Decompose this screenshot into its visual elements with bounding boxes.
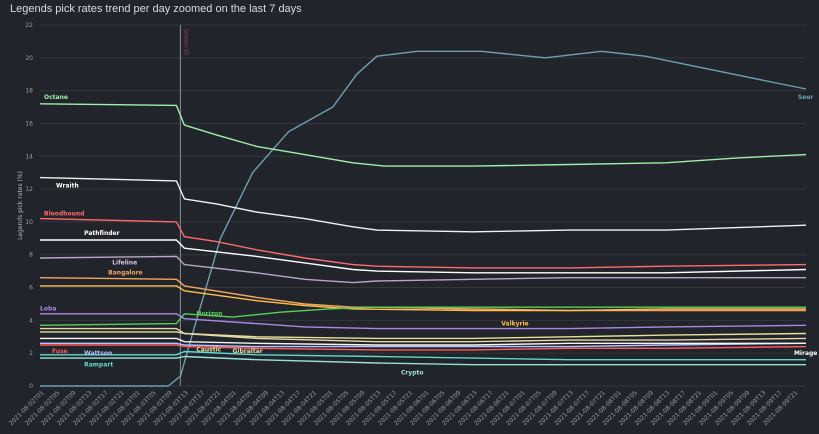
y-tick-label: 20 xyxy=(25,55,33,62)
series-label-wraith: Wraith xyxy=(56,182,79,189)
series-label-wattson: Wattson xyxy=(84,350,112,357)
y-tick-label: 8 xyxy=(29,252,33,259)
series-label-octane: Octane xyxy=(44,94,68,101)
series-label-fuse: Fuse xyxy=(52,348,68,355)
series-label-crypto: Crypto xyxy=(401,370,424,377)
series-line-pathfinder xyxy=(40,239,807,274)
y-tick-label: 22 xyxy=(25,22,33,29)
series-label-loba: Loba xyxy=(40,306,56,313)
series-line-lifeline xyxy=(39,255,806,284)
y-tick-label: 2 xyxy=(29,350,33,357)
series-line-loba xyxy=(40,313,807,330)
y-tick-label: 16 xyxy=(25,120,33,127)
chart-title: Legends pick rates trend per day zoomed … xyxy=(10,3,302,15)
series-line-gibraltar xyxy=(40,327,807,343)
series-line-bangalore xyxy=(39,277,806,312)
y-tick-label: 18 xyxy=(25,88,33,95)
y-tick-label: 10 xyxy=(25,219,33,226)
y-axis-label: Legends pick rates (%) xyxy=(17,171,24,240)
series-line-wraith xyxy=(39,176,807,233)
series-line-rampart xyxy=(40,350,806,361)
series-label-caustic: Caustic xyxy=(196,347,221,354)
series-line-mirage xyxy=(40,337,806,346)
series-label-seer: Seer xyxy=(798,94,813,101)
series-label-rampart: Rampart xyxy=(84,361,113,368)
series-line-fuse xyxy=(40,344,807,351)
y-tick-label: 6 xyxy=(29,285,33,292)
series-label-lifeline: Lifeline xyxy=(112,260,137,267)
y-tick-label: 14 xyxy=(25,153,33,160)
series-line-crypto xyxy=(40,355,806,366)
series-label-bangalore: Bangalore xyxy=(108,269,142,276)
series-label-pathfinder: Pathfinder xyxy=(84,230,120,237)
series-line-octane xyxy=(39,103,807,167)
season-marker-label: Season 10 xyxy=(182,29,188,55)
series-label-horizon: Horizon xyxy=(196,310,222,317)
y-tick-label: 0 xyxy=(29,383,33,390)
series-line-bloodhound xyxy=(39,217,807,269)
series-line-valkyrie xyxy=(40,285,806,312)
series-label-gibraltar: Gibraltar xyxy=(233,348,263,355)
series-label-mirage: Mirage xyxy=(794,350,817,357)
y-tick-label: 12 xyxy=(25,186,33,193)
series-line-wattson xyxy=(40,342,807,348)
series-label-bloodhound: Bloodhound xyxy=(44,210,84,217)
series-label-valkyrie: Valkyrie xyxy=(501,320,528,327)
series-line-caustic xyxy=(40,331,807,340)
series-line-seer xyxy=(40,50,807,387)
y-tick-label: 4 xyxy=(29,317,33,324)
